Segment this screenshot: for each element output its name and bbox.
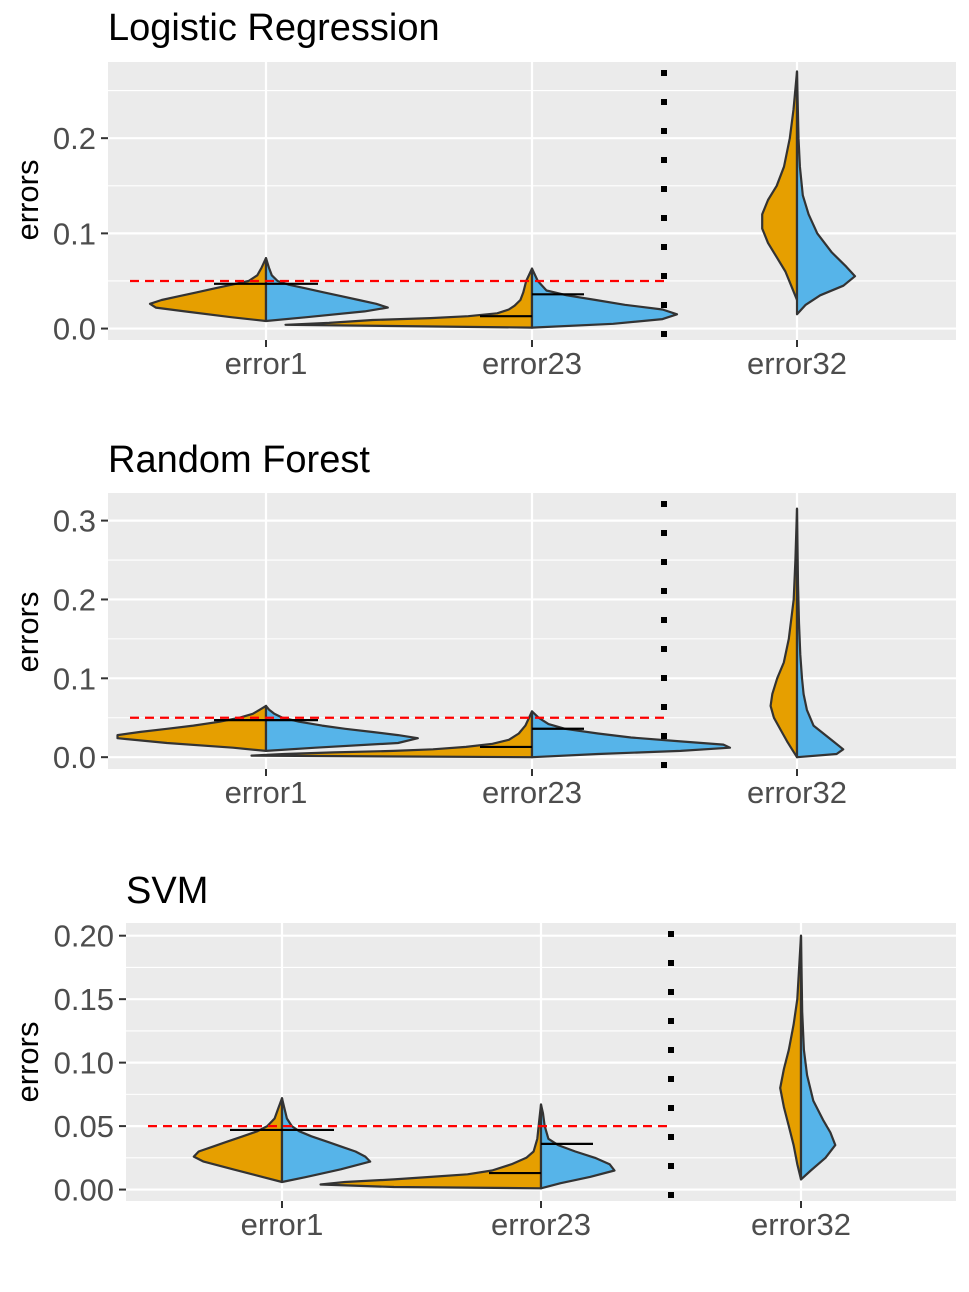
y-tick-label: 0.3: [53, 504, 96, 539]
panel-svm: SVM errors 0.00 0.05 0.10 0.15 0.20 erro…: [10, 870, 956, 1242]
violin-left-half: [192, 1097, 284, 1184]
panel-random-forest: Random Forest errors 0.0 0.1 0.2 0.3 err…: [10, 439, 956, 810]
y-ticks: 0.0 0.1 0.2 0.3: [53, 504, 96, 776]
y-tick-label: 0.1: [53, 216, 96, 251]
violin-right-half: [264, 704, 419, 752]
y-tick-label: 0.0: [53, 312, 96, 347]
panel-logistic-regression: Logistic Regression errors 0.0 0.1 0.2 e…: [10, 7, 956, 381]
x-tick-label: error1: [225, 346, 308, 381]
violin-left-half: [319, 1103, 543, 1190]
x-tick-label: error23: [491, 1207, 591, 1242]
violin-left-half: [284, 267, 534, 329]
y-tick-label: 0.0: [53, 740, 96, 775]
violin-left-half: [761, 70, 799, 302]
x-tick-label: error32: [747, 346, 847, 381]
y-tick-label: 0.20: [54, 919, 114, 954]
y-ticks: 0.00 0.05 0.10 0.15 0.20: [54, 919, 114, 1208]
panel-title: SVM: [126, 870, 208, 912]
y-tick-label: 0.2: [53, 582, 96, 617]
x-tick-label: error32: [751, 1207, 851, 1242]
y-axis-label: errors: [10, 160, 45, 241]
y-tick-label: 0.10: [54, 1046, 114, 1081]
y-tick-label: 0.15: [54, 982, 114, 1017]
violin-right-half: [264, 257, 389, 323]
reference-lines: [148, 931, 674, 1201]
x-tick-label: error1: [241, 1207, 324, 1242]
violin-left-half: [250, 710, 534, 759]
violin-right-half: [530, 710, 732, 759]
violin-left-half: [148, 257, 268, 323]
y-axis-label: errors: [10, 592, 45, 673]
x-tick-label: error1: [225, 775, 308, 810]
x-ticks: error1 error23 error32: [225, 775, 847, 810]
panel-title: Random Forest: [108, 439, 370, 481]
y-tick-label: 0.00: [54, 1173, 114, 1208]
violins: [116, 507, 845, 759]
violin-right-half: [539, 1103, 616, 1190]
violin-right-half: [795, 70, 857, 316]
violin-right-half: [799, 934, 837, 1181]
x-tick-label: error23: [482, 346, 582, 381]
violin-right-half: [280, 1097, 372, 1184]
violin-right-half: [530, 267, 679, 329]
violins: [192, 934, 837, 1190]
violin-left-half: [116, 704, 268, 752]
x-tick-label: error23: [482, 775, 582, 810]
panel-title: Logistic Regression: [108, 7, 440, 49]
violins: [148, 70, 857, 329]
x-ticks: error1 error23 error32: [241, 1207, 851, 1242]
y-ticks: 0.0 0.1 0.2: [53, 121, 96, 346]
y-tick-label: 0.05: [54, 1109, 114, 1144]
y-axis-label: errors: [10, 1022, 45, 1103]
violin-right-half: [795, 507, 845, 759]
x-ticks: error1 error23 error32: [225, 346, 847, 381]
y-tick-label: 0.2: [53, 121, 96, 156]
x-tick-label: error32: [747, 775, 847, 810]
y-tick-label: 0.1: [53, 661, 96, 696]
